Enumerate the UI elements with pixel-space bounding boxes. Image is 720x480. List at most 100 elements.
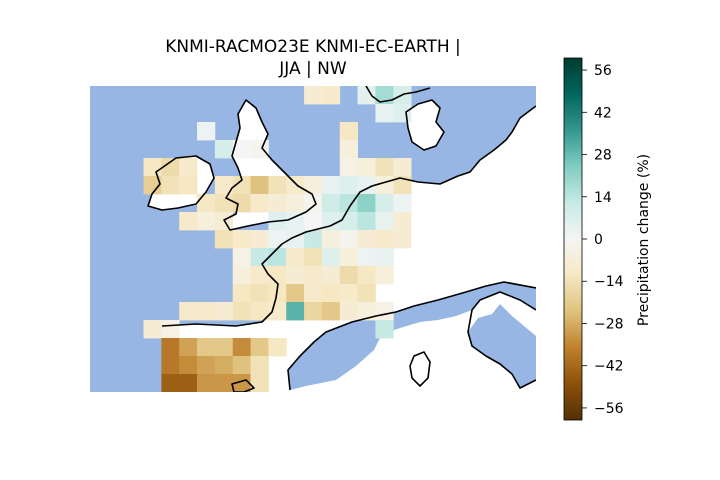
grid-cell: [232, 338, 251, 357]
coastline-continent: [161, 105, 536, 327]
grid-cell: [321, 266, 341, 285]
grid-cell: [375, 176, 394, 195]
grid-cell: [375, 266, 394, 285]
colorbar-gradient: [563, 57, 583, 421]
grid-cell: [357, 176, 376, 195]
grid-cell: [161, 338, 180, 357]
grid-cell: [161, 356, 180, 375]
grid-cell: [214, 356, 234, 375]
grid-cell: [286, 176, 305, 195]
colorbar-tick-label: 0: [594, 232, 603, 248]
grid-cell: [214, 338, 234, 357]
grid-cell: [197, 122, 216, 141]
grid-cell: [357, 248, 376, 267]
grid-cell: [375, 104, 394, 123]
grid-cell: [357, 194, 376, 213]
grid-cell: [232, 266, 251, 285]
grid-cell: [143, 176, 162, 195]
grid-cell: [357, 302, 376, 321]
grid-cell: [393, 158, 412, 177]
grid-cell: [321, 86, 341, 105]
grid-cell: [321, 230, 341, 249]
grid-cell: [268, 176, 287, 195]
grid-cell: [375, 158, 394, 177]
grid-cell: [339, 176, 358, 195]
grid-cell: [268, 194, 287, 213]
grid-cell: [250, 284, 269, 303]
grid-cell: [250, 266, 269, 285]
grid-cell: [357, 230, 376, 249]
grid-cell: [339, 302, 358, 321]
grid-cell: [304, 266, 323, 285]
grid-cell: [268, 338, 287, 357]
grid-cell: [232, 176, 251, 195]
grid-cell: [232, 140, 251, 159]
colorbar-ticks: 56 42 28 14 0 −14 −28 −42 −56: [582, 63, 624, 417]
colorbar-tick-label: −42: [594, 359, 624, 375]
grid-cell: [197, 302, 216, 321]
grid-cell: [321, 248, 341, 267]
coastline-great-britain: [223, 99, 317, 231]
grid-cell: [250, 338, 269, 357]
colorbar-tick-label: 56: [594, 63, 612, 79]
map-title-line2: JJA | NW: [279, 59, 347, 79]
grid-cell: [250, 302, 269, 321]
land-sardinia: [400, 384, 418, 392]
grid-cell: [339, 122, 358, 141]
grid-cell: [321, 176, 341, 195]
grid-cell: [214, 194, 234, 213]
grid-cell: [250, 374, 269, 392]
grid-cell: [304, 284, 323, 303]
grid-cell: [321, 212, 341, 231]
coastline-corsica: [409, 351, 431, 387]
grid-cell: [304, 302, 323, 321]
coastline-denmark: [405, 99, 445, 151]
coastline-norway: [365, 86, 431, 103]
coastline-balearic: [231, 379, 255, 392]
grid-cell: [357, 86, 376, 105]
coastline-mediterranean: [287, 281, 536, 391]
grid-cell: [304, 212, 323, 231]
grid-cell: [250, 140, 269, 159]
grid-cell: [232, 374, 251, 392]
grid-cell: [304, 176, 323, 195]
grid-cell: [214, 230, 234, 249]
grid-cell: [232, 248, 251, 267]
grid-cell: [250, 176, 269, 195]
colorbar-tick-label: 28: [594, 148, 612, 164]
grid-cell: [393, 176, 412, 195]
grid-cell: [393, 194, 412, 213]
grid-cell: [339, 158, 358, 177]
grid-cell: [161, 374, 180, 392]
grid-cell: [357, 284, 376, 303]
grid-cell: [304, 86, 323, 105]
grid-cell: [179, 356, 198, 375]
grid-cell: [339, 248, 358, 267]
map-title: KNMI-RACMO23E KNMI-EC-EARTH | JJA | NW: [90, 36, 536, 80]
coastline-italy: [467, 291, 536, 389]
colorbar-tick-label: −28: [594, 316, 624, 332]
grid-cell: [197, 374, 216, 392]
grid-cell: [339, 194, 358, 213]
colorbar-tick-label: −56: [594, 401, 624, 417]
grid-cell: [339, 284, 358, 303]
land-denmark: [406, 100, 444, 150]
grid-cell: [197, 212, 216, 231]
grid-cell: [250, 230, 269, 249]
grid-cell: [179, 158, 198, 177]
colorbar-tick-label: 42: [594, 105, 612, 121]
land-corsica: [410, 352, 430, 386]
grid-cell: [357, 266, 376, 285]
grid-cell: [393, 212, 412, 231]
grid-cell: [339, 140, 358, 159]
grid-cell: [286, 302, 305, 321]
grid-cell: [161, 176, 180, 195]
grid-cell: [250, 248, 269, 267]
grid-cell: [357, 158, 376, 177]
grid-cell: [304, 248, 323, 267]
grid-cell: [143, 158, 162, 177]
grid-cell: [286, 194, 305, 213]
grid-cell: [214, 302, 234, 321]
grid-cell: [321, 302, 341, 321]
